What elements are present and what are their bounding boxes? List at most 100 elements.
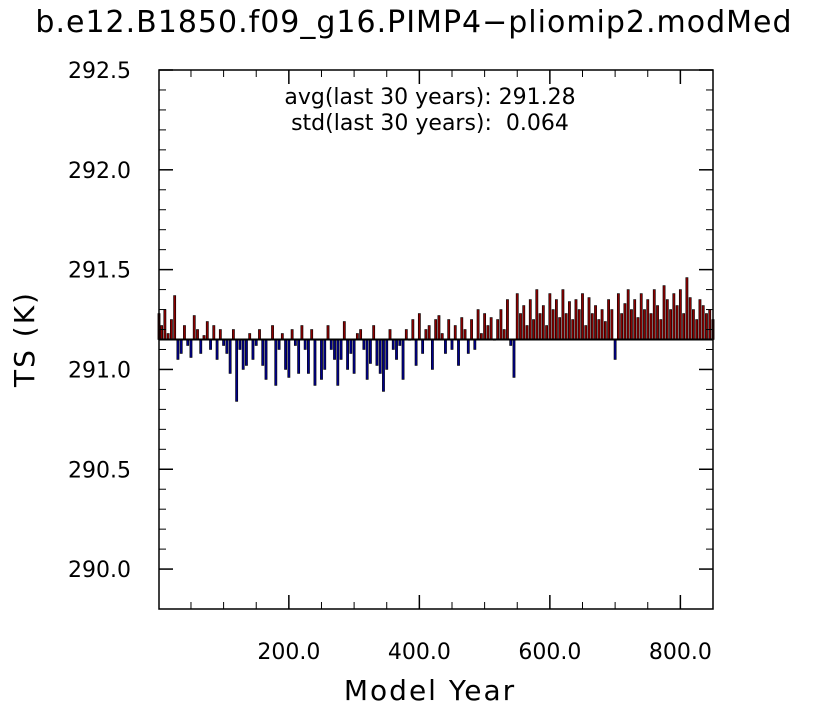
- bar-185: [277, 339, 281, 350]
- bar-560: [522, 305, 526, 340]
- bar-425: [434, 319, 438, 340]
- bar-335: [375, 339, 379, 366]
- bar-285: [342, 321, 346, 340]
- bar-200: [287, 339, 291, 378]
- bar-770: [659, 319, 663, 340]
- bar-95: [218, 329, 222, 340]
- bar-835: [701, 305, 705, 340]
- bar-730: [633, 299, 637, 340]
- bar-585: [538, 313, 542, 340]
- bar-225: [303, 339, 307, 350]
- bar-525: [499, 309, 503, 340]
- bar-445: [447, 319, 451, 340]
- bar-215: [297, 339, 301, 374]
- chart-title: b.e12.B1850.f09_g16.PIMP4−pliomip2.modMe…: [35, 5, 792, 40]
- bar-255: [323, 339, 327, 370]
- bar-115: [231, 329, 235, 340]
- bar-670: [594, 305, 597, 340]
- bar-455: [453, 325, 457, 340]
- bar-600: [548, 293, 552, 340]
- bar-735: [636, 317, 640, 340]
- bar-510: [489, 317, 493, 340]
- bar-30: [176, 339, 180, 360]
- bar-715: [623, 303, 627, 340]
- bar-710: [620, 313, 624, 340]
- bar-470: [463, 329, 467, 340]
- bar-325: [369, 339, 372, 364]
- bar-830: [698, 299, 702, 340]
- bar-315: [362, 339, 366, 350]
- bar-430: [437, 315, 441, 340]
- bar-60: [196, 329, 199, 340]
- bar-555: [519, 313, 522, 340]
- bar-35: [179, 339, 183, 354]
- bar-460: [457, 339, 460, 366]
- bar-290: [346, 339, 349, 370]
- bar-240: [313, 339, 317, 386]
- y-tick-label-291.5: 291.5: [68, 259, 131, 284]
- bar-505: [486, 325, 490, 340]
- bar-350: [385, 339, 389, 370]
- bar-665: [590, 313, 594, 340]
- bar-605: [551, 309, 555, 340]
- bar-700: [613, 339, 617, 360]
- bar-275: [336, 339, 340, 386]
- bar-545: [512, 339, 516, 378]
- bar-300: [352, 339, 356, 374]
- bar-595: [545, 325, 549, 340]
- bar-815: [688, 297, 692, 340]
- bar-530: [502, 329, 506, 340]
- bar-85: [212, 325, 216, 340]
- bar-380: [404, 329, 408, 340]
- bar-660: [587, 297, 591, 340]
- bar-155: [258, 329, 261, 340]
- bar-685: [603, 321, 607, 340]
- bar-475: [466, 339, 470, 354]
- bar-825: [695, 319, 699, 340]
- bar-790: [672, 293, 676, 340]
- bar-345: [382, 339, 385, 392]
- bar-520: [496, 319, 500, 340]
- bar-550: [515, 293, 519, 340]
- bar-490: [476, 309, 480, 340]
- bar-360: [391, 339, 395, 350]
- bar-680: [600, 309, 604, 340]
- y-tick-label-291: 291.0: [68, 358, 131, 383]
- bar-500: [483, 313, 487, 340]
- bar-75: [205, 321, 209, 340]
- bar-690: [607, 299, 610, 340]
- x-tick-label-800: 800.0: [649, 640, 712, 665]
- bar-105: [225, 339, 229, 354]
- bar-695: [610, 309, 614, 340]
- bar-745: [643, 309, 646, 340]
- bar-620: [561, 289, 565, 340]
- bar-220: [300, 325, 304, 340]
- bar-415: [427, 325, 431, 340]
- bar-630: [568, 301, 571, 340]
- bar-755: [649, 313, 653, 340]
- bar-615: [558, 317, 562, 340]
- bar-340: [378, 339, 382, 374]
- bar-590: [541, 305, 545, 340]
- bar-50: [189, 339, 193, 358]
- bar-655: [584, 325, 588, 340]
- bar-450: [450, 339, 454, 350]
- bar-230: [307, 339, 310, 374]
- bar-760: [652, 289, 656, 340]
- bar-485: [473, 339, 477, 350]
- bar-565: [525, 325, 529, 340]
- bar-205: [290, 329, 294, 340]
- bar-135: [245, 339, 248, 366]
- bar-625: [564, 313, 568, 340]
- bar-120: [235, 339, 239, 402]
- bar-145: [251, 339, 255, 360]
- bar-535: [506, 299, 509, 340]
- bar-330: [372, 325, 376, 340]
- bar-55: [192, 315, 196, 340]
- bar-820: [692, 309, 695, 340]
- bar-845: [708, 309, 712, 340]
- bar-635: [571, 319, 575, 340]
- bar-795: [675, 305, 679, 340]
- bar-440: [444, 339, 447, 354]
- plot-frame: [158, 69, 714, 610]
